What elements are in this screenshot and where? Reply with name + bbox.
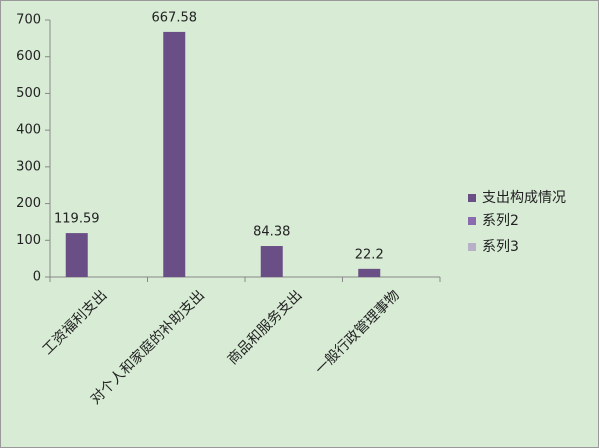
legend-label: 系列3 [482,239,519,255]
y-tick-label: 100 [16,233,41,248]
bar [260,246,283,277]
legend-label: 系列2 [482,213,519,229]
bar [65,233,88,277]
y-tick-label: 0 [33,270,41,285]
y-tick-label: 700 [16,13,41,28]
legend-swatch [468,217,476,225]
legend-label: 支出构成情况 [482,190,566,206]
legend-swatch [468,194,476,202]
data-label: 119.59 [54,212,100,227]
data-label: 667.58 [152,10,198,25]
y-tick-label: 400 [16,123,41,138]
y-tick-label: 300 [16,159,41,174]
data-label: 22.2 [355,247,384,262]
y-tick-label: 500 [16,86,41,101]
y-tick-label: 600 [16,49,41,64]
y-tick-label: 200 [16,196,41,211]
legend-swatch [468,243,476,251]
bar [358,268,381,277]
bar [163,31,186,277]
data-label: 84.38 [253,225,290,240]
